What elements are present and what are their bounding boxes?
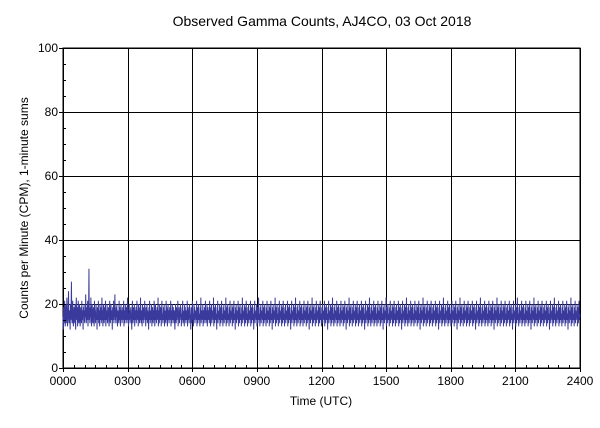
x-axis-label: Time (UTC) bbox=[290, 394, 352, 408]
chart-title: Observed Gamma Counts, AJ4CO, 03 Oct 201… bbox=[173, 13, 472, 29]
y-tick-label: 100 bbox=[38, 41, 58, 55]
x-tick-label: 1800 bbox=[437, 374, 464, 388]
x-tick-label: 1200 bbox=[308, 374, 335, 388]
x-tick-label: 0000 bbox=[50, 374, 77, 388]
x-tick-label: 0300 bbox=[114, 374, 141, 388]
x-tick-label: 1500 bbox=[373, 374, 400, 388]
y-axis-label: Counts per Minute (CPM), 1-minute sums bbox=[17, 97, 31, 318]
x-tick-label: 0900 bbox=[244, 374, 271, 388]
y-axis-ticks: 0 20 40 60 80 100 bbox=[38, 41, 63, 375]
y-tick-label: 40 bbox=[45, 233, 59, 247]
minor-ticks bbox=[63, 48, 581, 369]
x-tick-label: 2100 bbox=[502, 374, 529, 388]
y-tick-label: 80 bbox=[45, 105, 59, 119]
x-axis-ticks: 0000 0300 0600 0900 1200 1500 1800 2100 2400 bbox=[50, 368, 594, 388]
plot-area: 0000 0300 0600 0900 1200 1500 1800 2100 2400 0 20… bbox=[38, 41, 594, 388]
x-tick-label: 0600 bbox=[179, 374, 206, 388]
y-tick-label: 60 bbox=[45, 169, 59, 183]
series-group bbox=[62, 268, 581, 330]
y-tick-label: 0 bbox=[51, 361, 58, 375]
series-line bbox=[62, 268, 581, 330]
x-tick-label: 2400 bbox=[567, 374, 594, 388]
y-tick-label: 20 bbox=[45, 297, 59, 311]
